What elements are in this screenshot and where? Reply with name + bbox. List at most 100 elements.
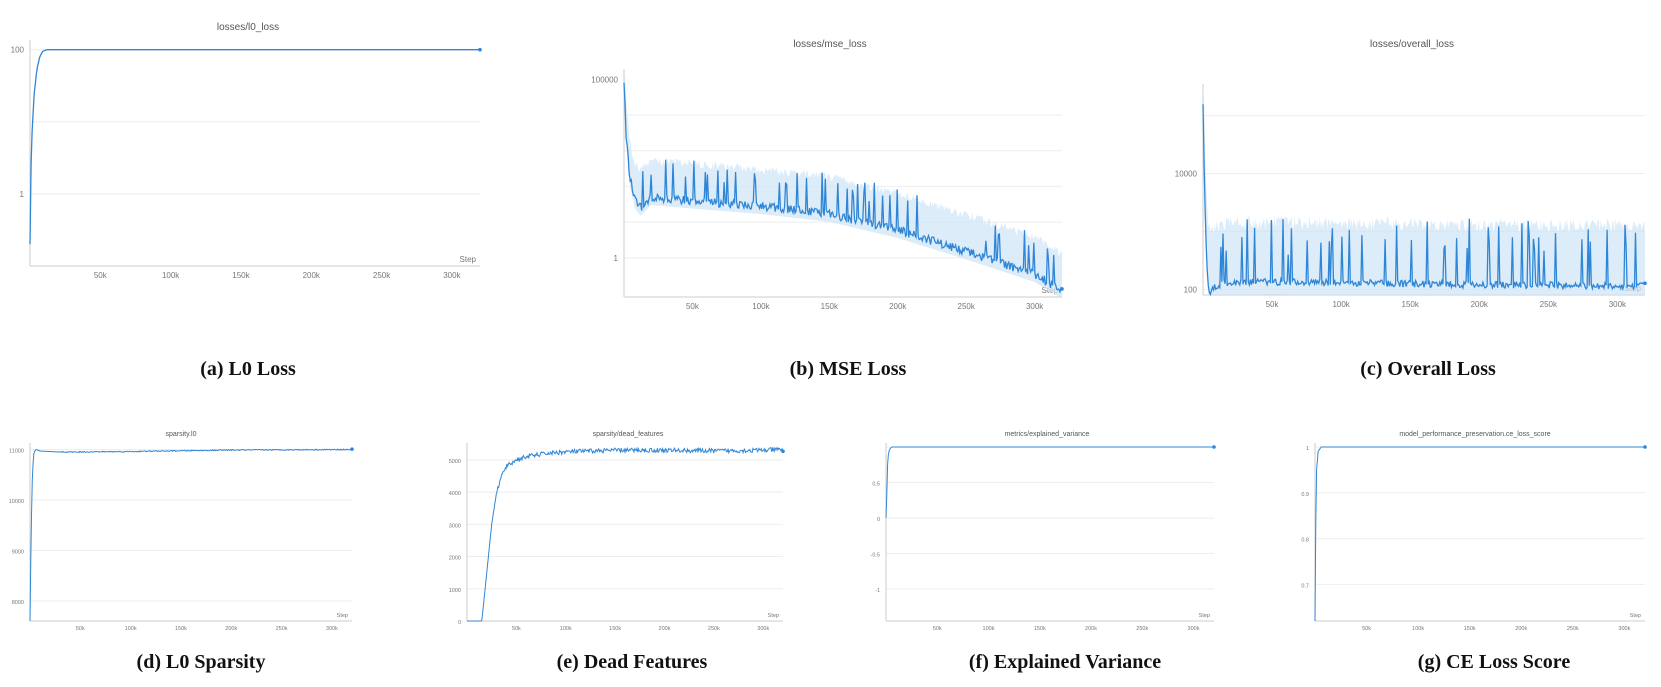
x-tick-label: 200k bbox=[1085, 626, 1097, 632]
chart-c: losses/overall_loss 50k 100k 150k 200k 250k 30… bbox=[1175, 39, 1647, 380]
y-tick-label: 0 bbox=[458, 620, 461, 626]
x-tick-label: 50k bbox=[76, 626, 85, 632]
y-tick-label: 4000 bbox=[449, 491, 461, 497]
x-tick-label: 250k bbox=[276, 626, 288, 632]
x-tick-label: 150k bbox=[1402, 300, 1420, 309]
chart-e: sparsity/dead_features 50k 100k 150k 200k 250… bbox=[449, 431, 785, 673]
x-tick-label: 250k bbox=[708, 626, 720, 632]
chart-title: losses/l0_loss bbox=[217, 22, 279, 33]
y-tick-label: 3000 bbox=[449, 523, 461, 529]
x-tick-label: 50k bbox=[686, 302, 700, 311]
last-point bbox=[1060, 287, 1064, 291]
chart-title: metrics/explained_variance bbox=[1005, 431, 1090, 438]
x-tick-label: 50k bbox=[94, 271, 108, 280]
x-axis-label: Step bbox=[1199, 613, 1210, 619]
y-tick-label: 8000 bbox=[12, 600, 24, 606]
y-tick-label: 0.9 bbox=[1301, 492, 1309, 498]
last-point bbox=[350, 447, 354, 451]
chart-title: sparsity/dead_features bbox=[593, 431, 664, 438]
y-tick-label: 1 bbox=[614, 254, 619, 263]
last-point bbox=[781, 449, 785, 454]
series-line bbox=[1314, 446, 1645, 622]
x-tick-label: 300k bbox=[1609, 300, 1627, 309]
last-point bbox=[1643, 281, 1647, 286]
x-tick-label: 300k bbox=[1618, 626, 1630, 632]
last-point bbox=[1212, 445, 1216, 449]
y-tick-label: 0.5 bbox=[872, 482, 880, 488]
series-line bbox=[467, 446, 784, 622]
y-tick-label: 9000 bbox=[12, 549, 24, 555]
x-tick-label: 50k bbox=[512, 626, 521, 632]
y-tick-label: 1000 bbox=[449, 588, 461, 594]
y-tick-label: 5000 bbox=[449, 459, 461, 465]
y-tick-label: 0 bbox=[877, 517, 880, 523]
subfigure-caption: (a) L0 Loss bbox=[200, 358, 296, 380]
x-tick-label: 250k bbox=[958, 302, 976, 311]
x-tick-label: 200k bbox=[1471, 300, 1489, 309]
subfigure-caption: (b) MSE Loss bbox=[790, 358, 907, 380]
last-point bbox=[1643, 445, 1647, 449]
x-axis-label: Step bbox=[337, 613, 348, 619]
subfigure-caption: (d) L0 Sparsity bbox=[137, 651, 266, 673]
min-max-band bbox=[624, 73, 1062, 297]
chart-title: model_performance_preservation.ce_loss_s… bbox=[1399, 431, 1550, 438]
x-tick-label: 100k bbox=[752, 302, 770, 311]
x-tick-label: 300k bbox=[443, 271, 461, 280]
y-tick-label: 11000 bbox=[9, 449, 24, 455]
x-tick-label: 150k bbox=[232, 271, 250, 280]
y-tick-label: -0.5 bbox=[871, 553, 880, 559]
y-tick-label: 100 bbox=[1184, 285, 1198, 294]
x-tick-label: 150k bbox=[175, 626, 187, 632]
x-tick-label: 100k bbox=[560, 626, 572, 632]
y-tick-label: 10000 bbox=[1175, 170, 1198, 179]
x-tick-label: 100k bbox=[1412, 626, 1424, 632]
chart-a: losses/l0_loss 50k 100k 150k 200k 250k 300k 100… bbox=[11, 22, 482, 380]
x-tick-label: 300k bbox=[326, 626, 338, 632]
last-point bbox=[478, 47, 482, 52]
series-line bbox=[623, 82, 1063, 294]
chart-title: sparsity.l0 bbox=[166, 431, 197, 438]
y-tick-label: 10000 bbox=[9, 499, 24, 505]
chart-g: model_performance_preservation.ce_loss_s… bbox=[1301, 431, 1647, 673]
x-tick-label: 50k bbox=[1362, 626, 1371, 632]
chart-title: losses/overall_loss bbox=[1370, 39, 1454, 50]
min-max-band bbox=[1203, 88, 1645, 295]
x-tick-label: 300k bbox=[1026, 302, 1044, 311]
subfigure-caption: (e) Dead Features bbox=[557, 651, 708, 673]
x-tick-label: 250k bbox=[1540, 300, 1558, 309]
x-tick-label: 100k bbox=[983, 626, 995, 632]
series-line bbox=[29, 49, 480, 245]
x-axis-label: Step bbox=[460, 255, 477, 264]
chart-f: metrics/explained_variance 50k 100k 150k 200… bbox=[871, 431, 1216, 673]
y-tick-label: 0.7 bbox=[1301, 583, 1309, 589]
x-tick-label: 200k bbox=[225, 626, 237, 632]
subfigure-caption: (g) CE Loss Score bbox=[1418, 651, 1571, 673]
chart-d: sparsity.l0 50k 100k 150k 200k 250k 300k 11000 1… bbox=[9, 431, 354, 673]
x-tick-label: 300k bbox=[757, 626, 769, 632]
chart-title: losses/mse_loss bbox=[793, 39, 866, 50]
x-tick-label: 100k bbox=[162, 271, 180, 280]
x-tick-label: 100k bbox=[1332, 300, 1350, 309]
y-tick-label: 0.8 bbox=[1301, 538, 1309, 544]
y-tick-label: 1 bbox=[1306, 446, 1309, 452]
x-axis-label: Step bbox=[768, 613, 779, 619]
x-tick-label: 250k bbox=[1136, 626, 1148, 632]
x-tick-label: 250k bbox=[1567, 626, 1579, 632]
x-tick-label: 150k bbox=[821, 302, 839, 311]
subfigure-caption: (f) Explained Variance bbox=[969, 651, 1161, 673]
chart-b: losses/mse_loss 50k 100k 150k 200k 250k 300k 10… bbox=[591, 39, 1064, 380]
x-tick-label: 150k bbox=[1034, 626, 1046, 632]
x-tick-label: 150k bbox=[1464, 626, 1476, 632]
subfigure-caption: (c) Overall Loss bbox=[1360, 358, 1496, 380]
x-tick-label: 100k bbox=[125, 626, 137, 632]
x-tick-label: 50k bbox=[933, 626, 942, 632]
y-tick-label: 100 bbox=[11, 46, 25, 55]
x-tick-label: 50k bbox=[1266, 300, 1280, 309]
x-tick-label: 150k bbox=[609, 626, 621, 632]
y-tick-label: 1 bbox=[20, 190, 25, 199]
x-tick-label: 200k bbox=[1515, 626, 1527, 632]
x-axis-label: Step bbox=[1630, 613, 1641, 619]
x-tick-label: 200k bbox=[889, 302, 907, 311]
x-tick-label: 250k bbox=[373, 271, 391, 280]
x-tick-label: 200k bbox=[303, 271, 321, 280]
